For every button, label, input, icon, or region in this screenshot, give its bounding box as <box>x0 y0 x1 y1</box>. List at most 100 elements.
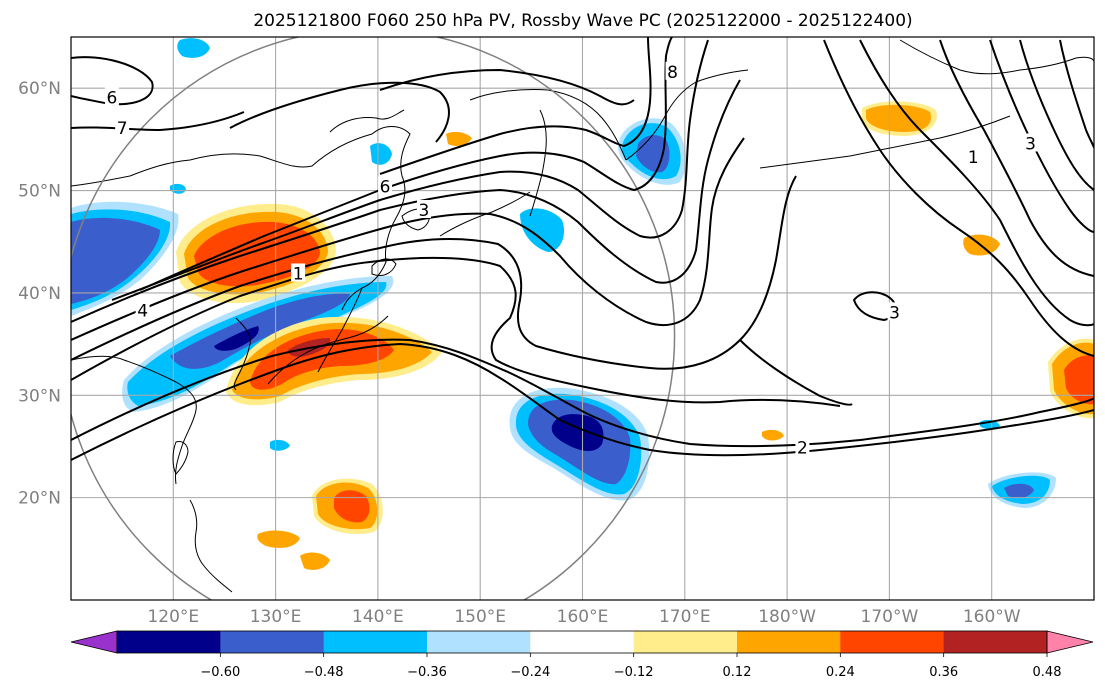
pv-label-4: 4 <box>137 301 148 321</box>
pv-label-6: 8 <box>667 63 678 83</box>
pv-label-bg-2 <box>378 176 393 195</box>
lon-label-6: 180°W <box>758 607 816 627</box>
coastline-china-east <box>71 355 197 485</box>
colorbar-box-2 <box>323 631 428 653</box>
colorbar-label-8: 0.48 <box>1033 665 1062 680</box>
lat-label-3: 30°N <box>18 386 61 406</box>
pv-contour-9 <box>379 37 652 175</box>
pv-label-1: 7 <box>117 119 128 139</box>
pv-contour-east-3 <box>939 39 1094 277</box>
pv-label-bg-6 <box>665 61 680 80</box>
pv-label-bg-4 <box>135 300 150 319</box>
pv-contour-6b <box>71 79 741 323</box>
pv-contour-east-5 <box>1019 39 1094 191</box>
pv-label-8: 2 <box>797 439 808 459</box>
pv-label-7: 3 <box>889 303 900 323</box>
lon-label-7: 170°W <box>861 607 919 627</box>
lon-label-5: 170°E <box>659 607 711 627</box>
coastline-kuril-islands <box>439 191 531 237</box>
longitude-labels: 120°E 130°E 140°E 150°E 160°E 170°E 180°W 170°W… <box>147 607 1020 627</box>
pv-contour-2b <box>71 338 1094 448</box>
pv-label-bg-0 <box>104 87 119 106</box>
coastline-philippines <box>189 499 233 593</box>
pv-label-bg-1 <box>115 118 130 137</box>
colorbar-label-6: 0.24 <box>826 665 855 680</box>
colorbar-box-8 <box>943 631 1048 653</box>
pv-contour-trough <box>739 339 853 406</box>
pv-label-9: 1 <box>968 148 979 168</box>
pv-contour-4 <box>71 175 797 370</box>
pv-contours <box>71 37 1094 461</box>
pv-contour-5 <box>71 137 745 341</box>
lon-label-1: 130°E <box>250 607 302 627</box>
pv-contour-labels: 676341832138 <box>104 61 1094 459</box>
pv-label-bg-8 <box>795 437 810 456</box>
latitude-labels: 60°N 50°N 40°N 30°N 20°N <box>18 79 61 508</box>
pv-contour-6 <box>71 56 154 106</box>
coastline-japan-north <box>317 287 363 373</box>
pv-label-5: 1 <box>293 264 304 284</box>
coastline-alaska <box>899 39 1094 75</box>
pv-contour-8 <box>139 37 673 291</box>
lon-label-8: 160°W <box>963 607 1021 627</box>
lon-label-0: 120°E <box>147 607 199 627</box>
lon-label-3: 150°E <box>454 607 506 627</box>
range-circle <box>71 37 676 600</box>
pv-label-10: 3 <box>1025 134 1036 154</box>
colorbar-box-5 <box>633 631 738 653</box>
pv-contour-east-4 <box>989 39 1094 233</box>
pv-label-bg-11 <box>1092 107 1094 126</box>
pv-label-bg-5 <box>291 263 306 282</box>
pv-contour-7b <box>111 39 709 301</box>
negative-anomaly-kurils <box>520 208 565 252</box>
colorbar-label-7: 0.36 <box>929 665 958 680</box>
pv-contour-upper <box>229 81 450 143</box>
pv-label-3: 3 <box>419 201 430 221</box>
pv-contour-east-6 <box>1059 39 1094 149</box>
pv-contour-3 <box>71 256 841 407</box>
pv-contour-7 <box>71 111 245 131</box>
colorbar: −0.60 −0.48 −0.36 −0.24 −0.12 0.12 0.24 0.36 0.4… <box>70 630 1094 680</box>
pv-label-2: 6 <box>380 177 391 197</box>
coastline-sakhalin-south <box>401 208 430 231</box>
coastline-korea <box>233 317 251 391</box>
pv-contour-east-2 <box>859 39 1094 327</box>
colorbar-label-0: −0.60 <box>200 665 240 680</box>
colorbar-box-4 <box>530 631 635 653</box>
pv-label-bg-3 <box>416 200 431 219</box>
map-frame <box>70 36 1095 601</box>
colorbar-label-1: −0.48 <box>304 665 344 680</box>
coastline-okhotsk-north <box>469 89 627 161</box>
pv-contour-east-1 <box>823 39 1094 357</box>
negative-anomaly-west <box>71 201 179 316</box>
pv-contour-2 <box>71 343 1094 461</box>
colorbar-outline <box>116 630 1048 654</box>
pv-label-bg-9 <box>966 146 981 165</box>
pv-label-0: 6 <box>107 88 118 108</box>
colorbar-box-7 <box>840 631 945 653</box>
coastline-east-asia <box>71 126 411 311</box>
lat-label-2: 40°N <box>18 284 61 304</box>
pv-label-bg-7 <box>887 302 902 321</box>
colorbar-box-6 <box>737 631 841 653</box>
colorbar-box-1 <box>220 631 325 653</box>
lon-label-2: 140°E <box>352 607 404 627</box>
negative-anomaly-central-pacific <box>509 387 650 501</box>
colorbar-label-4: −0.12 <box>614 665 654 680</box>
coastline-kamchatka <box>625 69 749 161</box>
coastline-aleutians <box>759 115 1011 169</box>
lat-label-0: 60°N <box>18 79 61 99</box>
lat-label-1: 50°N <box>18 182 61 202</box>
lat-label-4: 20°N <box>18 489 61 509</box>
pv-contour-upper-b <box>379 69 635 106</box>
colorbar-label-5: 0.12 <box>723 665 752 680</box>
figure-title: 2025121800 F060 250 hPa PV, Rossby Wave … <box>253 11 912 31</box>
colorbar-label-3: −0.24 <box>510 665 550 680</box>
coastline-taiwan <box>172 441 189 475</box>
pv-label-bg-10 <box>1023 133 1038 152</box>
colorbar-box-3 <box>427 631 531 653</box>
lon-label-4: 160°E <box>557 607 609 627</box>
coastline-okhotsk-west <box>329 109 405 133</box>
map-area: 676341832138 <box>71 37 1094 600</box>
